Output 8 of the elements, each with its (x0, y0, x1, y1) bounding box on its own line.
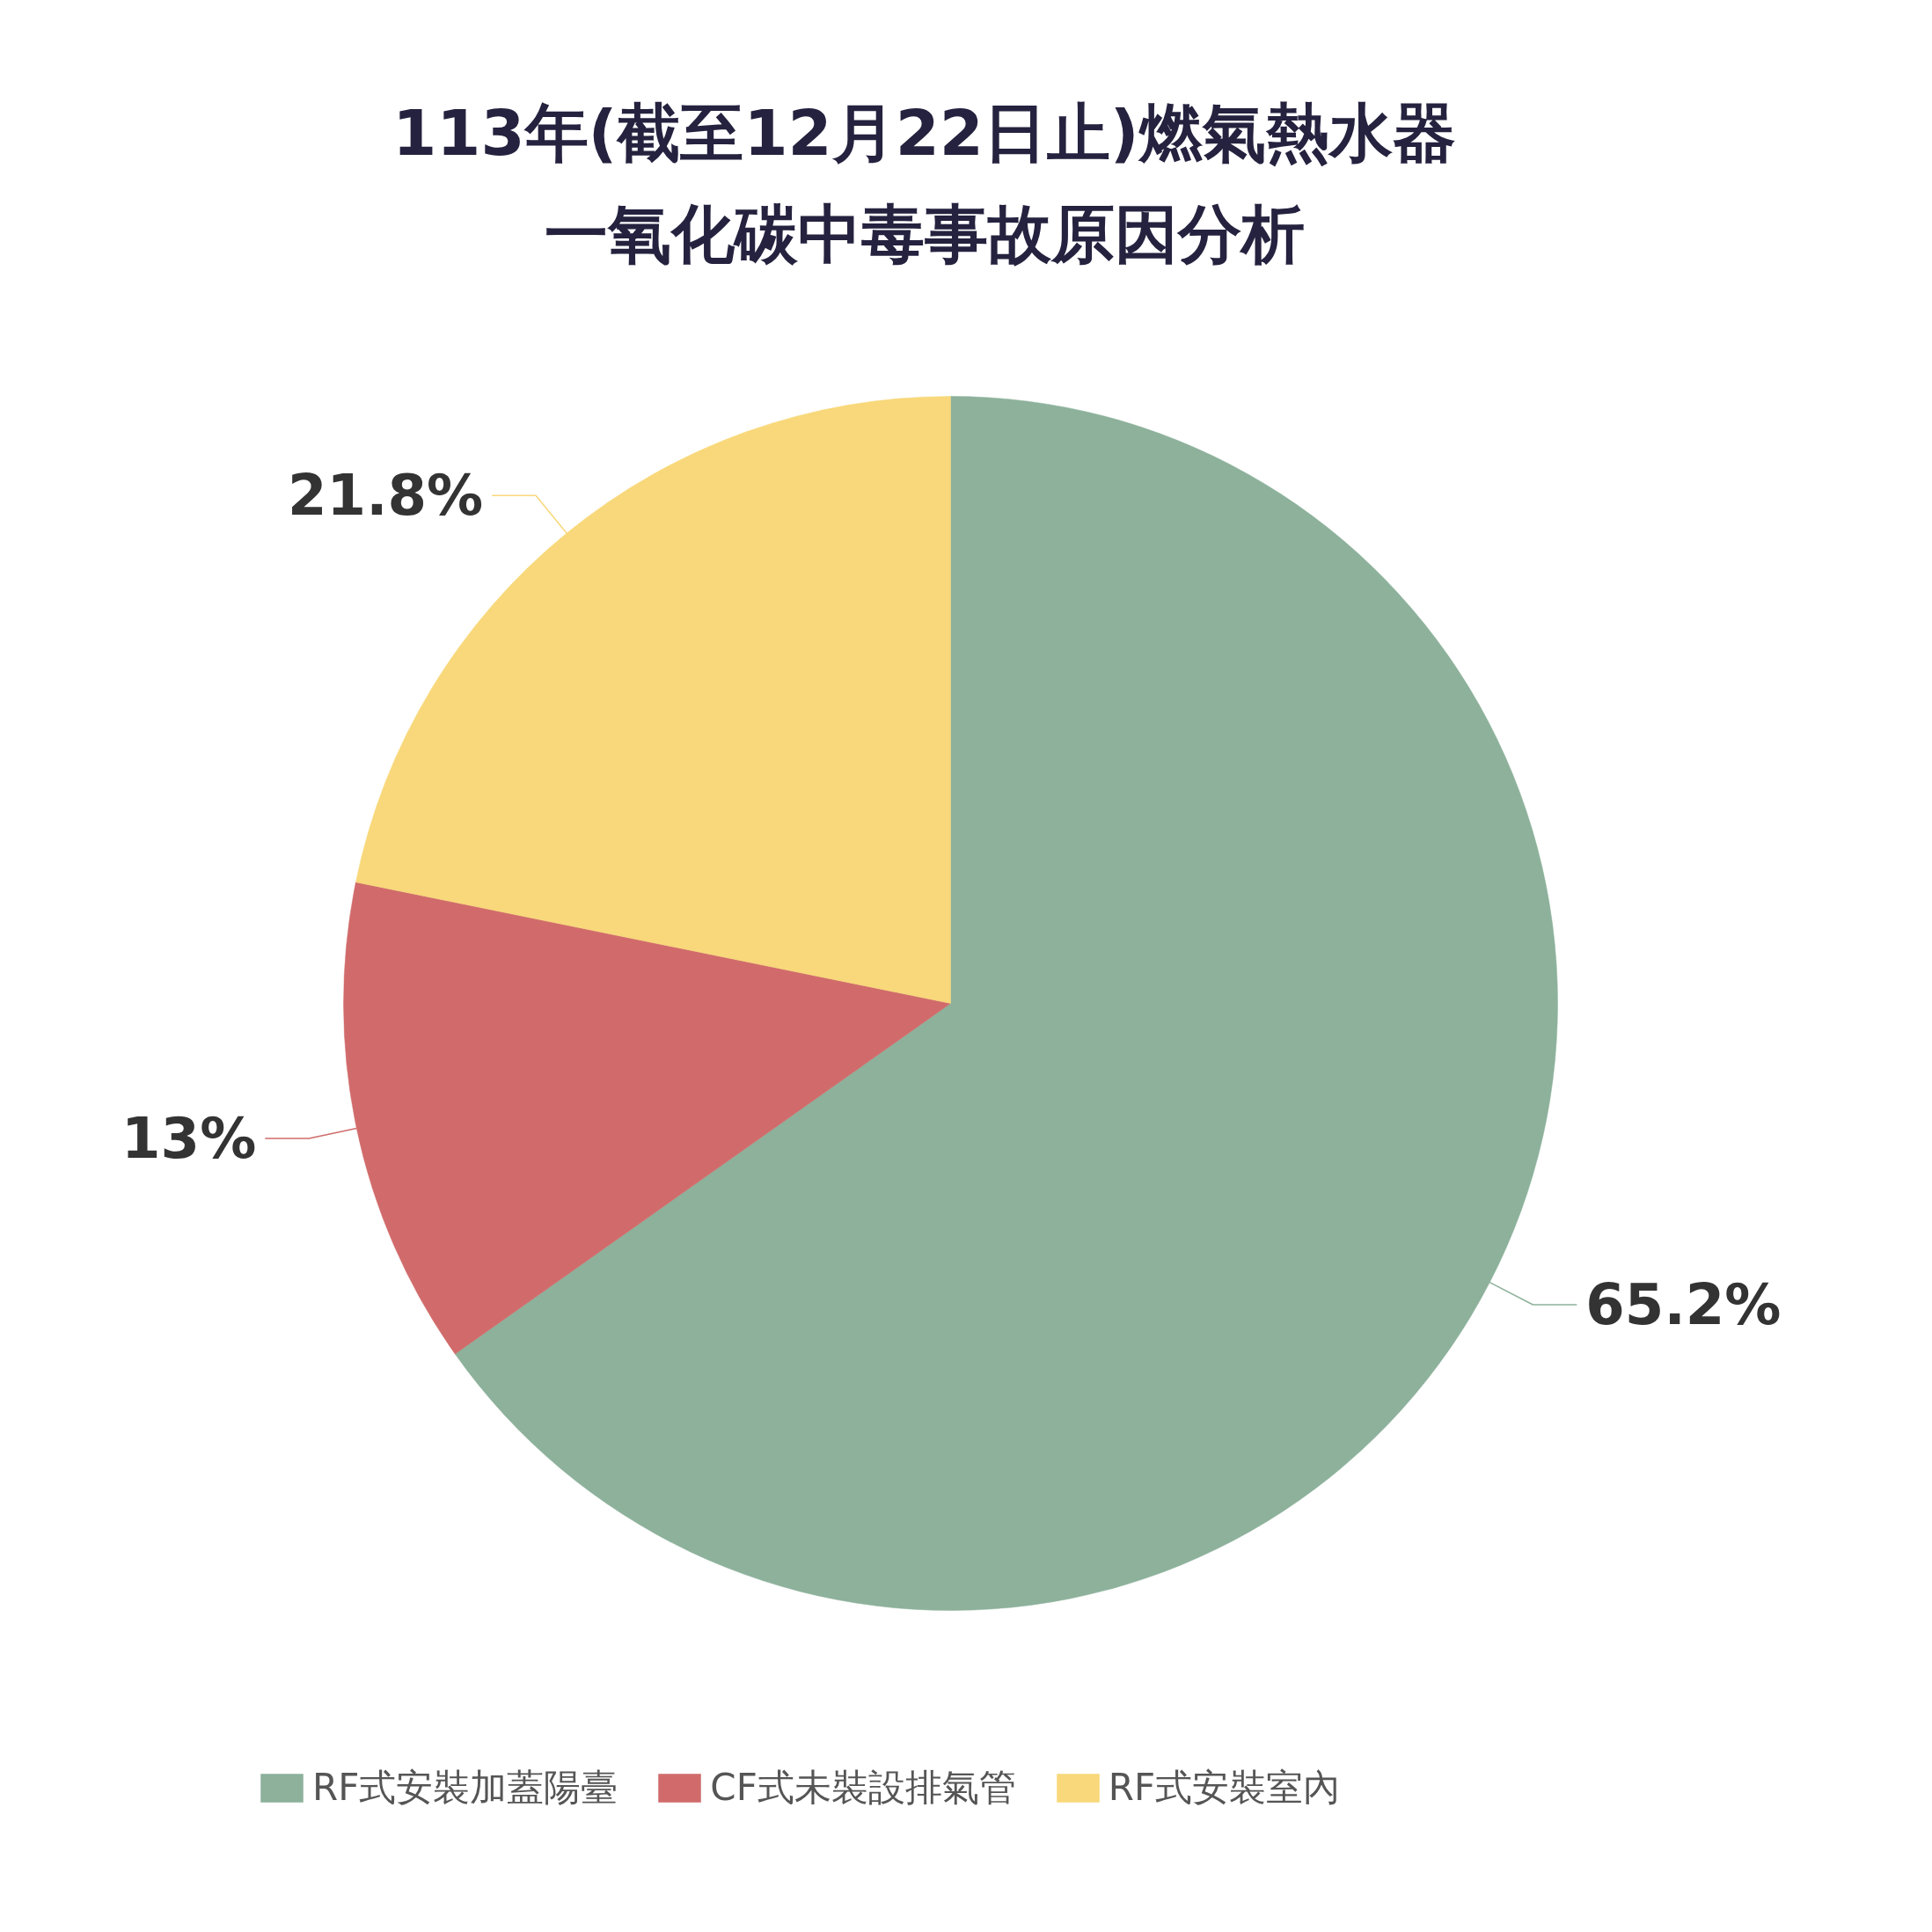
legend-label: RF式安裝加蓋陽臺 (312, 1765, 618, 1811)
data-label: 13% (121, 1105, 257, 1171)
legend-label: CF式未裝設排氣管 (710, 1765, 1016, 1811)
data-label: 65.2% (1585, 1271, 1782, 1337)
data-label: 21.8% (288, 463, 484, 529)
legend-label: RF式安裝室內 (1108, 1765, 1341, 1811)
chart-title: 113年(截至12月22日止)燃氣熱水器 (392, 95, 1456, 170)
chart-subtitle: 一氧化碳中毒事故原因分析 (544, 196, 1305, 271)
